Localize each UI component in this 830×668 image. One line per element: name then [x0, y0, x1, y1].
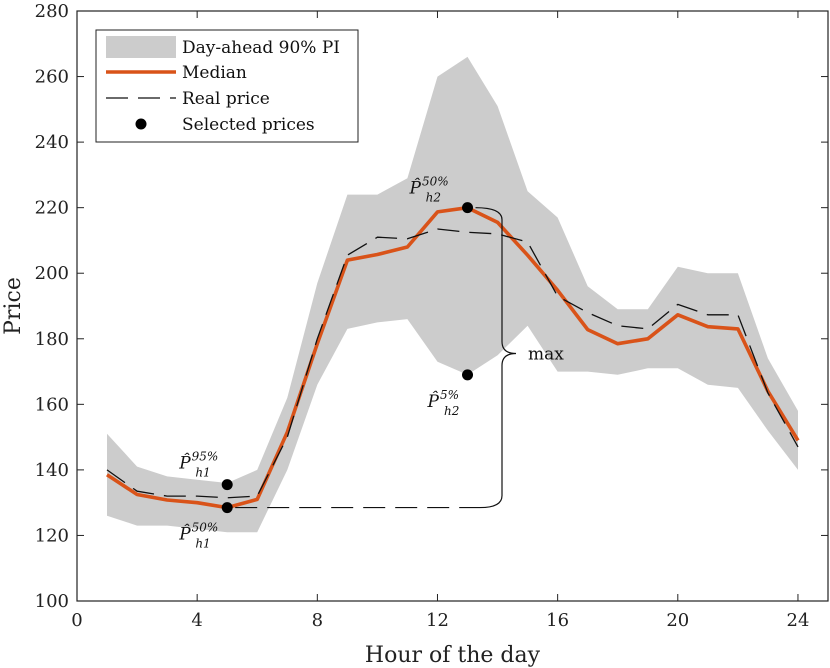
- label-subscript: h2: [426, 191, 441, 205]
- x-tick-label: 20: [666, 610, 689, 631]
- y-tick-label: 120: [35, 525, 69, 546]
- selected-price-label: P̂50% h1: [178, 521, 218, 551]
- y-tick-label: 240: [35, 132, 69, 153]
- label-subscript: h2: [444, 404, 459, 418]
- y-tick-label: 160: [35, 394, 69, 415]
- real-price-line: [106, 228, 799, 499]
- y-tick-label: 200: [35, 263, 69, 284]
- x-tick-label: 4: [191, 610, 202, 631]
- selected-price-label: P̂95% h1: [178, 450, 218, 480]
- y-tick-label: 100: [35, 591, 69, 612]
- label-superscript: 50%: [192, 521, 219, 535]
- max-brace: [475, 207, 517, 509]
- x-tick-label: 12: [426, 610, 449, 631]
- label-subscript: h1: [195, 466, 210, 480]
- legend-label: Day-ahead 90% PI: [182, 38, 340, 58]
- selected-price-point: [462, 202, 474, 214]
- label-superscript: 95%: [192, 450, 219, 464]
- y-tick-label: 180: [35, 329, 69, 350]
- x-tick-label: 8: [312, 610, 323, 631]
- prediction-interval-layer: [107, 56, 798, 533]
- label-superscript: 5%: [440, 388, 459, 402]
- annotation-layer: max: [235, 207, 564, 509]
- legend-label: Selected prices: [182, 115, 315, 135]
- y-tick-label: 220: [35, 198, 69, 219]
- y-tick-label: 260: [35, 67, 69, 88]
- selected-price-point: [221, 502, 233, 514]
- legend-label: Median: [182, 63, 247, 83]
- legend-swatch-points: [135, 118, 147, 130]
- x-tick-label: 24: [787, 610, 810, 631]
- legend: Day-ahead 90% PI Median Real price Selected…: [95, 29, 359, 143]
- x-tick-label: 16: [546, 610, 569, 631]
- label-superscript: 50%: [422, 175, 449, 189]
- y-axis-title: Price: [1, 277, 26, 335]
- max-label: max: [528, 345, 564, 365]
- legend-label: Real price: [182, 89, 270, 109]
- x-tick-label: 0: [71, 610, 82, 631]
- legend-swatch-band: [106, 36, 176, 58]
- prediction-interval-band: [107, 56, 798, 533]
- ticks-layer: 0 4 8 12 16 20 24 100 120 140 160 180 200 220 240 260 28…: [35, 1, 828, 631]
- selected-price-label: P̂5% h2: [427, 388, 460, 418]
- selected-price-point: [462, 369, 474, 381]
- selected-price-point: [221, 479, 233, 491]
- y-tick-label: 140: [35, 460, 69, 481]
- axes-box: [76, 10, 829, 602]
- label-subscript: h1: [195, 537, 210, 551]
- x-axis-title: Hour of the day: [365, 643, 541, 668]
- y-tick-label: 280: [35, 1, 69, 22]
